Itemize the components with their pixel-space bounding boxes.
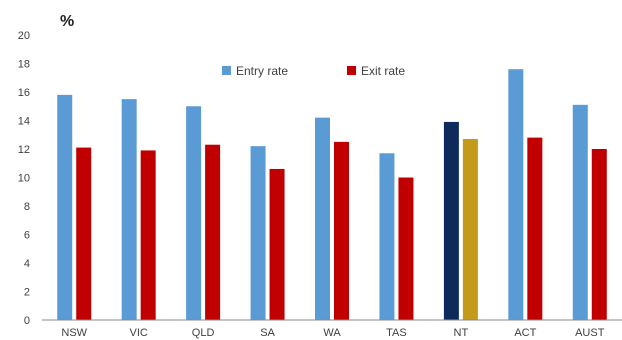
legend-swatch [222,66,231,75]
bar-exit-rate-wa [334,141,349,320]
bar-exit-rate-tas [398,177,414,320]
legend-label: Exit rate [361,64,405,78]
y-axis-unit-label: % [60,13,74,30]
bar-exit-rate-nsw [76,147,92,320]
x-tick-label: QLD [192,327,215,339]
bar-entry-rate-tas [379,153,395,320]
legend: Entry rate Exit rate [222,64,405,78]
x-axis-labels: NSW VIC QLD SA WA TAS NT ACT AUST [61,327,604,339]
bar-exit-rate-aust [591,149,607,320]
bar-entry-rate-sa [250,146,266,320]
y-tick-label: 20 [18,30,30,42]
y-tick-label: 16 [18,87,30,99]
legend-label: Entry rate [236,64,288,78]
bar-exit-rate-act [527,137,543,320]
bar-exit-rate-nt [462,139,478,320]
bar-entry-rate-wa [315,117,330,321]
x-tick-label: VIC [129,327,147,339]
y-axis-ticks: 0 2 4 6 8 10 12 14 16 18 20 [18,30,30,327]
y-tick-label: 2 [24,287,30,299]
x-tick-label: NT [454,327,469,339]
y-tick-label: 4 [24,258,30,270]
x-tick-label: NSW [61,327,87,339]
bar-entry-rate-act [508,69,524,320]
y-tick-label: 14 [18,116,30,128]
x-tick-label: ACT [514,327,536,339]
y-tick-label: 12 [18,144,30,156]
x-tick-label: AUST [575,327,605,339]
x-tick-label: SA [260,327,275,339]
y-tick-label: 0 [24,315,30,327]
x-tick-label: WA [323,327,341,339]
bar-exit-rate-sa [269,168,285,320]
y-tick-label: 10 [18,173,30,185]
bar-exit-rate-qld [205,144,221,320]
bar-exit-rate-vic [140,150,156,320]
bar-series [57,69,607,321]
y-tick-label: 18 [18,59,30,71]
legend-swatch [347,66,356,75]
bar-entry-rate-vic [121,99,137,320]
bar-entry-rate-nsw [57,94,73,320]
y-tick-label: 6 [24,230,30,242]
y-tick-label: 8 [24,201,30,213]
bar-entry-rate-qld [186,106,202,320]
bar-entry-rate-aust [572,104,588,320]
bar-entry-rate-nt [443,121,459,320]
x-tick-label: TAS [386,327,407,339]
